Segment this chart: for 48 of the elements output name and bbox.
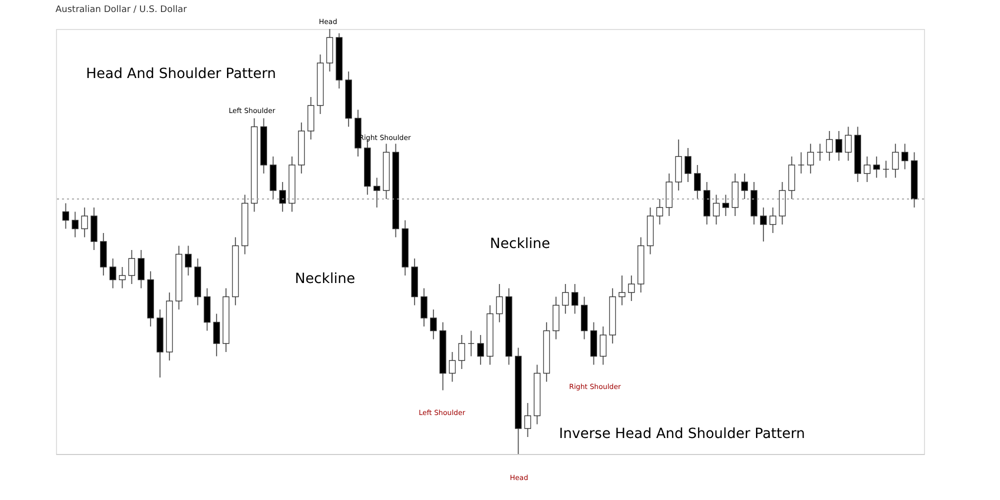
candlestick [458, 334, 466, 370]
candlestick [477, 334, 484, 366]
candlestick [760, 207, 767, 242]
candlestick [864, 156, 870, 182]
candlestick [562, 284, 569, 314]
candlestick [496, 284, 503, 323]
candlestick [684, 148, 692, 182]
candlestick [184, 245, 192, 276]
candlestick [826, 130, 833, 162]
candlestick [524, 402, 532, 438]
candlestick [844, 126, 852, 162]
candlestick [836, 130, 842, 162]
annotation: Neckline [490, 236, 550, 252]
candlestick [712, 194, 720, 225]
candlestick [213, 313, 220, 357]
candlestick [656, 198, 664, 225]
candlestick [902, 143, 908, 170]
candlestick [882, 160, 890, 178]
candlestick [110, 258, 116, 289]
candlestick [138, 250, 144, 289]
candlestick [807, 143, 814, 174]
candlestick [892, 143, 899, 178]
candlestick [72, 211, 78, 238]
candlestick [420, 288, 428, 327]
candlestick [468, 330, 474, 357]
candlestick [118, 266, 126, 289]
candlestick [430, 309, 437, 340]
annotation: Head And Shoulder Pattern [86, 66, 276, 82]
candlestick [572, 284, 578, 314]
chart-title: Australian Dollar / U.S. Dollar [56, 5, 188, 15]
candlestick [81, 207, 88, 238]
candlestick [816, 143, 824, 162]
candlestick [741, 173, 748, 200]
candlestick [128, 250, 136, 284]
candlestick [873, 156, 880, 178]
candlestick [628, 275, 635, 302]
candlestick [770, 207, 776, 234]
candlestick [374, 177, 380, 208]
candlestick [798, 152, 804, 174]
candlestick [448, 352, 456, 382]
annotation: Inverse Head And Shoulder Pattern [559, 426, 806, 442]
candlestick [279, 182, 286, 212]
annotation: Neckline [294, 271, 356, 287]
candlestick [62, 202, 70, 230]
candlestick [600, 326, 606, 366]
candlestick [694, 164, 701, 200]
candlestick [722, 194, 730, 216]
candlestick [618, 275, 626, 306]
